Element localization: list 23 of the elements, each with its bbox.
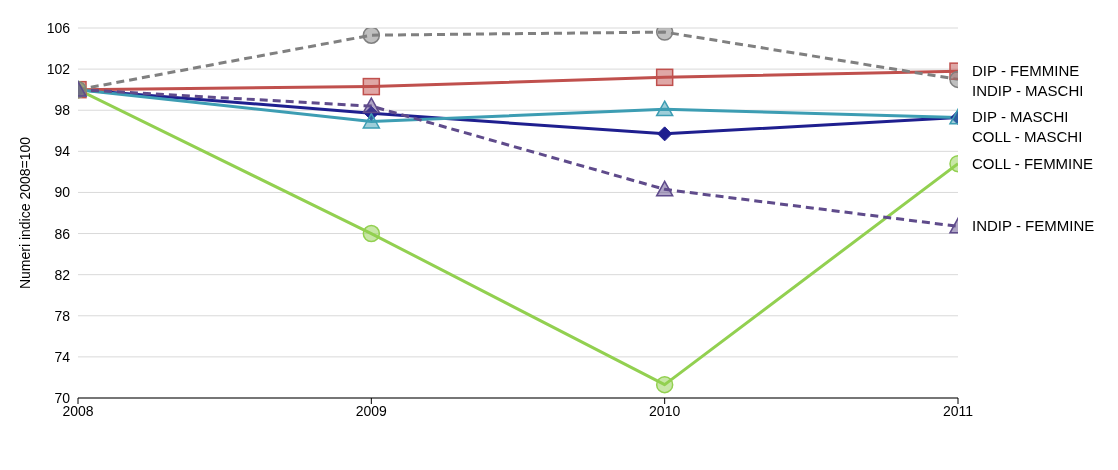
y-tick-label: 94 bbox=[54, 143, 71, 160]
series-label: DIP - FEMMINE bbox=[972, 62, 1080, 80]
y-tick-label: 78 bbox=[54, 307, 71, 324]
point bbox=[362, 97, 381, 114]
x-tick-label: 2011 bbox=[942, 402, 974, 419]
y-tick-label: 86 bbox=[54, 225, 71, 242]
series-label: COLL - FEMMINE bbox=[972, 154, 1094, 172]
y-tick-label: 90 bbox=[54, 184, 71, 201]
y-tick-label: 106 bbox=[46, 19, 71, 36]
point bbox=[362, 224, 381, 243]
x-tick-label: 2010 bbox=[649, 402, 681, 419]
y-tick-label: 98 bbox=[54, 102, 71, 119]
series-label: DIP - MASCHI bbox=[972, 108, 1069, 126]
series-label: INDIP - FEMMINE bbox=[972, 217, 1095, 235]
y-tick-label: 82 bbox=[54, 266, 71, 283]
y-tick-label: 102 bbox=[46, 61, 71, 78]
series-label: INDIP - MASCHI bbox=[972, 82, 1084, 100]
y-tick-label: 74 bbox=[54, 348, 71, 365]
point bbox=[655, 180, 674, 197]
point bbox=[655, 375, 674, 394]
y-axis-title: Numeri indice 2008=100 bbox=[16, 136, 33, 290]
series-label: COLL - MASCHI bbox=[972, 128, 1083, 146]
x-tick-label: 2009 bbox=[355, 402, 388, 419]
